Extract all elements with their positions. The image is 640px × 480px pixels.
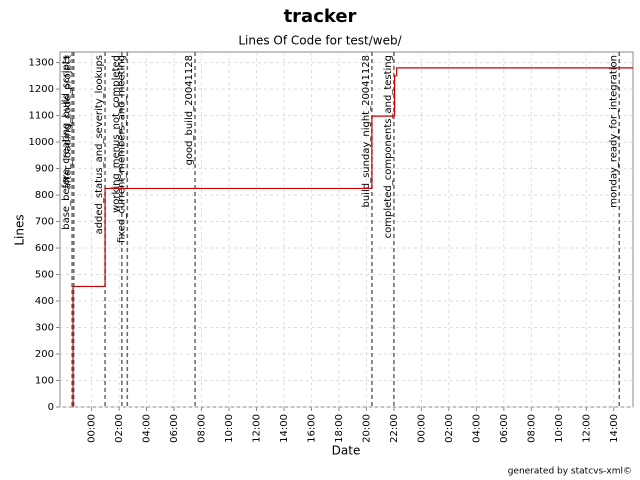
y-tick-label: 200 xyxy=(35,349,54,360)
x-tick-label: 10:00 xyxy=(554,414,565,443)
x-tick-label: 06:00 xyxy=(499,414,510,443)
event-label: base_before_creating_build_scripts xyxy=(61,55,72,230)
x-tick-label: 12:00 xyxy=(251,414,262,443)
chart-title: tracker xyxy=(284,6,357,27)
y-tick-label: 300 xyxy=(35,323,54,334)
y-tick-label: 1000 xyxy=(29,137,54,148)
x-tick-label: 14:00 xyxy=(279,414,290,443)
x-tick-label: 14:00 xyxy=(609,414,620,443)
y-axis-title: Lines xyxy=(13,214,27,245)
chart-subtitle: Lines Of Code for test/web/ xyxy=(238,34,402,48)
x-tick-label: 22:00 xyxy=(389,414,400,443)
x-tick-label: 10:00 xyxy=(224,414,235,443)
x-axis-title: Date xyxy=(332,444,361,458)
y-tick-label: 600 xyxy=(35,243,54,254)
x-tick-label: 04:00 xyxy=(471,414,482,443)
step-segment xyxy=(396,67,633,76)
step-segment xyxy=(393,75,397,117)
y-tick-label: 800 xyxy=(35,190,54,201)
x-tick-label: 20:00 xyxy=(361,414,372,443)
event-label: fixed_current_members_and_meeting xyxy=(116,55,127,243)
y-tick-label: 1200 xyxy=(29,84,54,95)
x-tick-label: 00:00 xyxy=(87,414,98,443)
y-tick-label: 100 xyxy=(35,376,54,387)
event-label: working_menus_not_completed xyxy=(111,55,122,213)
x-tick-label: 02:00 xyxy=(444,414,455,443)
event-label: good_build_20041128 xyxy=(184,55,195,165)
step-segment xyxy=(371,115,395,189)
y-tick-label: 500 xyxy=(35,270,54,281)
y-tick-label: 1300 xyxy=(29,58,54,69)
event-label: completed_components_and_testing xyxy=(383,55,394,238)
x-tick-label: 06:00 xyxy=(169,414,180,443)
x-tick-label: 18:00 xyxy=(334,414,345,443)
x-tick-label: 08:00 xyxy=(526,414,537,443)
step-segment xyxy=(104,187,372,287)
plot-frame xyxy=(59,51,634,408)
footer: generated by statcvs-xml© xyxy=(508,467,632,477)
x-tick-label: 12:00 xyxy=(581,414,592,443)
event-label: after_loading_code_project xyxy=(63,55,74,189)
x-tick-label: 02:00 xyxy=(114,414,125,443)
event-label: monday_ready_for_integration xyxy=(608,55,619,208)
event-label: added_status_and_severity_lookups xyxy=(94,55,105,234)
y-tick-label: 400 xyxy=(35,296,54,307)
y-tick-label: 700 xyxy=(35,217,54,228)
y-tick-label: 1100 xyxy=(29,111,54,122)
step-segment xyxy=(72,285,106,407)
x-tick-label: 16:00 xyxy=(306,414,317,443)
y-tick-label: 900 xyxy=(35,164,54,175)
event-label: build_sunday_night_20041128 xyxy=(361,55,372,208)
x-tick-label: 00:00 xyxy=(416,414,427,443)
x-tick-label: 04:00 xyxy=(142,414,153,443)
y-tick-label: 0 xyxy=(48,402,54,413)
x-tick-label: 08:00 xyxy=(197,414,208,443)
